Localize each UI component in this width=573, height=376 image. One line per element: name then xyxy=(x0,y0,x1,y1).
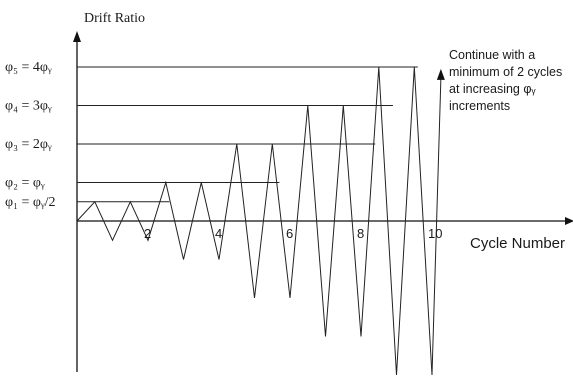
x-tick-label-4: 4 xyxy=(215,226,222,241)
level-label-4: φ₄ = 3φᵧ xyxy=(5,99,52,114)
x-axis-arrowhead xyxy=(565,217,573,225)
level-label-5: φ₅ = 4φᵧ xyxy=(5,60,52,75)
drift-levels: φ₁ = φᵧ/2 φ₂ = φᵧ φ₃ = 2φᵧ φ₄ = 3φᵧ φ₅ = 4φᵧ xyxy=(5,60,418,210)
x-axis-label: Cycle Number xyxy=(470,235,565,252)
level-label-3: φ₃ = 2φᵧ xyxy=(5,137,52,152)
x-tick-labels: 2 4 6 8 10 xyxy=(144,226,442,241)
drift-history-line xyxy=(76,66,433,376)
y-axis-label: Drift Ratio xyxy=(84,11,145,26)
level-label-1: φ₁ = φᵧ/2 xyxy=(5,195,56,210)
x-tick-label-10: 10 xyxy=(428,226,442,241)
final-ramp-line xyxy=(431,78,442,376)
x-tick-label-6: 6 xyxy=(286,226,293,241)
level-label-2: φ₂ = φᵧ xyxy=(5,176,45,191)
final-ramp-arrowhead xyxy=(436,68,445,80)
y-axis-arrowhead xyxy=(73,31,81,42)
continue-annotation: Continue with a minimum of 2 cycles at inc… xyxy=(449,48,562,113)
x-tick-label-2: 2 xyxy=(144,226,151,241)
x-tick-label-8: 8 xyxy=(357,226,364,241)
